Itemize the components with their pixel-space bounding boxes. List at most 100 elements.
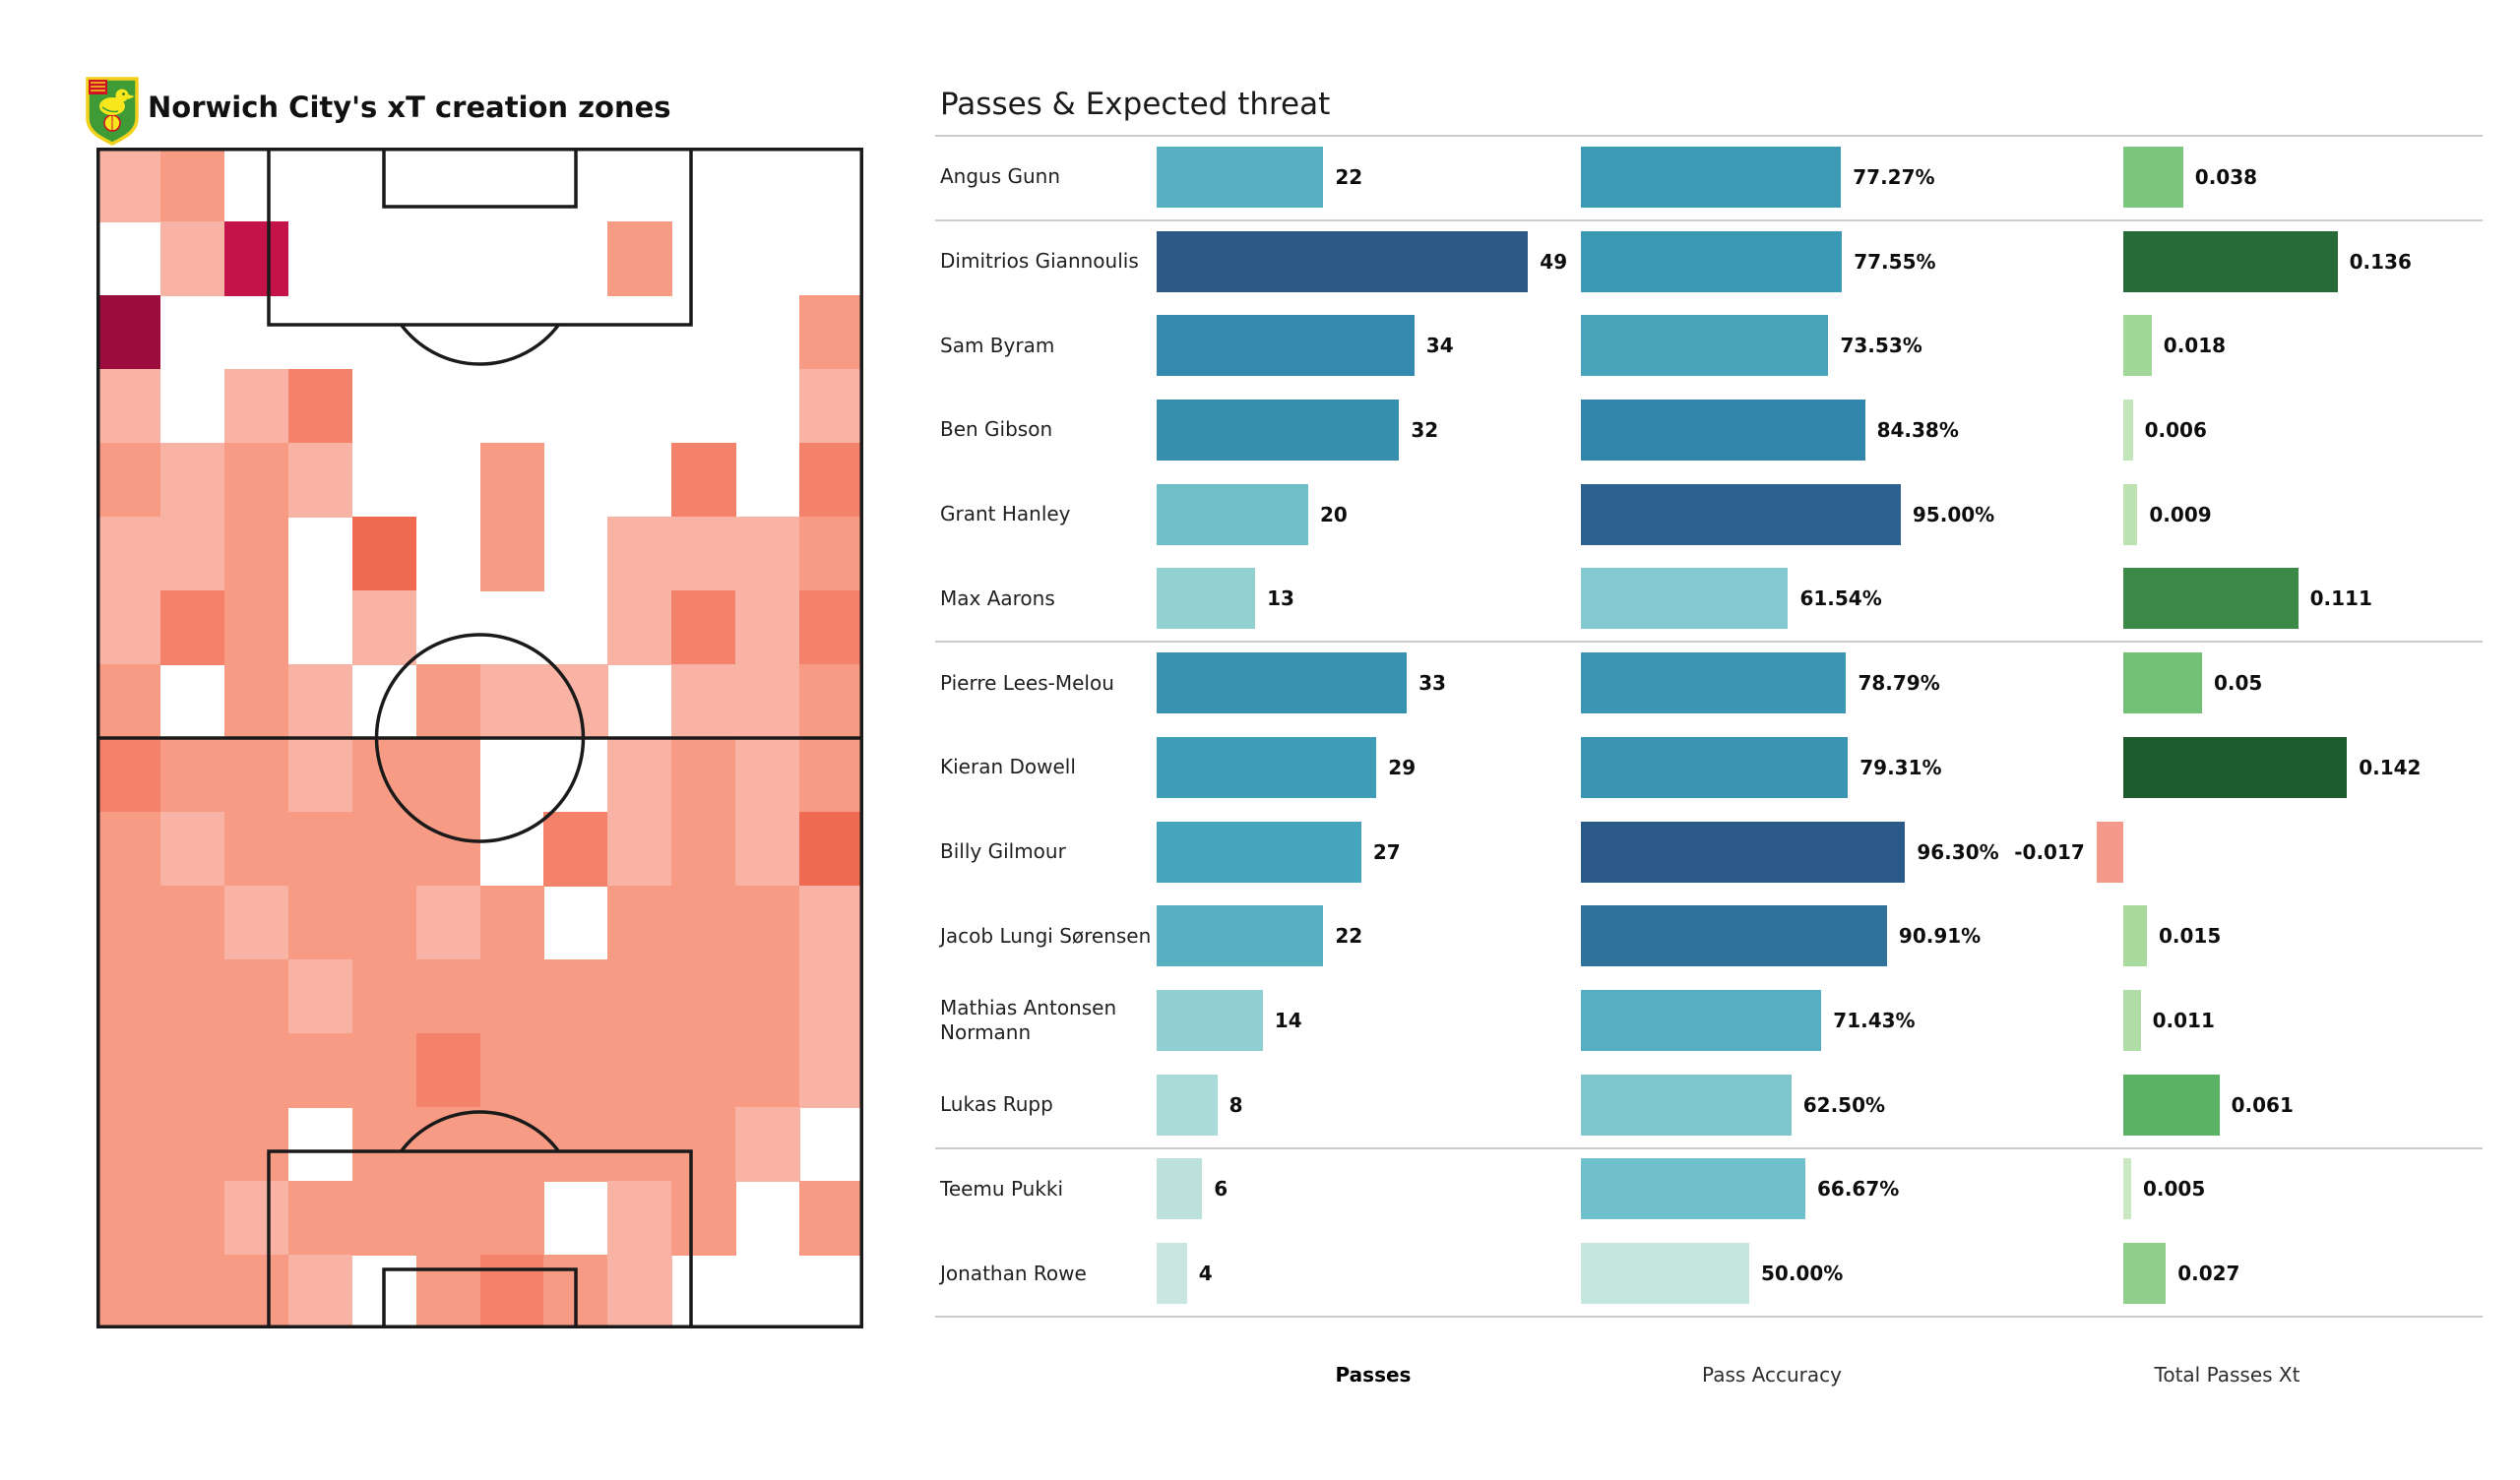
player-name-label: Jacob Lungi Sørensen <box>940 923 1152 948</box>
accuracy-bar <box>1581 399 1865 461</box>
accuracy-value-label: 62.50% <box>1802 1092 1886 1117</box>
passes-bar <box>1157 736 1377 798</box>
player-row: Jacob Lungi Sørensen 22 90.91% 0.015 <box>0 894 2520 978</box>
penalty-area-bottom <box>267 1149 693 1328</box>
heatmap-cell-r7-c10 <box>671 590 736 665</box>
player-name-label: Ben Gibson <box>940 417 1053 442</box>
accuracy-value-label: 84.38% <box>1876 417 1959 442</box>
heatmap-cell-r6-c5 <box>351 517 417 591</box>
passes-value-label: 49 <box>1540 249 1568 274</box>
heatmap-cell-r15-c4 <box>287 1181 353 1256</box>
heatmap-cell-r6-c11 <box>735 517 800 591</box>
accuracy-bar <box>1581 736 1849 798</box>
heatmap-cell-r10-c5 <box>351 812 417 887</box>
heatmap-cell-r10-c8 <box>543 812 608 887</box>
passes-bar <box>1157 652 1408 714</box>
xt-value-label: 0.142 <box>2359 755 2422 779</box>
heatmap-cell-r9-c9 <box>607 738 672 813</box>
accuracy-bar <box>1581 905 1887 967</box>
heatmap-cell-r15-c10 <box>671 1181 736 1256</box>
xt-value-label: 0.05 <box>2214 671 2263 696</box>
accuracy-value-label: 78.79% <box>1858 671 1940 696</box>
heatmap-cell-r16-c1 <box>96 1255 161 1328</box>
heatmap-cell-r9-c11 <box>735 738 800 813</box>
heatmap-cell-r9-c10 <box>671 738 736 813</box>
heatmap-cell-r13-c5 <box>351 1033 417 1108</box>
center-circle <box>374 633 586 843</box>
passes-bar <box>1157 1158 1203 1220</box>
heatmap-cell-r14-c11 <box>735 1107 800 1182</box>
accuracy-bar <box>1581 989 1822 1051</box>
passes-bar <box>1157 146 1324 208</box>
heatmap-cell-r11-c4 <box>287 886 353 960</box>
crest-canary-eye <box>122 92 125 95</box>
heatmap-cell-r14-c1 <box>96 1107 161 1182</box>
heatmap-cell-r6-c7 <box>479 517 544 591</box>
passes-value-label: 22 <box>1335 924 1363 949</box>
player-name-label: Teemu Pukki <box>940 1176 1064 1201</box>
heatmap-cell-r11-c10 <box>671 886 736 960</box>
passes-bar <box>1157 905 1324 967</box>
heatmap-cell-r13-c4 <box>287 1033 353 1108</box>
player-row: Grant Hanley 20 95.00% 0.009 <box>0 472 2520 557</box>
player-name-label: Kieran Dowell <box>940 755 1076 779</box>
footer-total-passes-xt-label: Total Passes Xt <box>2154 1363 2300 1387</box>
xt-value-label: 0.015 <box>2159 924 2222 949</box>
player-row: Ben Gibson 32 84.38% 0.006 <box>0 388 2520 472</box>
player-row: Max Aarons 13 61.54% 0.111 <box>0 557 2520 642</box>
xt-bar <box>2123 1158 2131 1220</box>
player-row: Mathias Antonsen Normann 14 71.43% 0.011 <box>0 978 2520 1063</box>
heatmap-cell-r10-c6 <box>415 812 480 887</box>
xt-bar <box>2123 1243 2167 1305</box>
heatmap-cell-r5-c7 <box>479 443 544 518</box>
heatmap-cell-r11-c11 <box>735 886 800 960</box>
passes-bar <box>1157 1243 1187 1305</box>
heatmap-cell-r7-c9 <box>607 590 672 665</box>
passes-bar <box>1157 315 1415 377</box>
heatmap-cell-r5-c1 <box>96 443 161 518</box>
footer-passes-label: Passes <box>1335 1363 1412 1387</box>
player-name-label: Sam Byram <box>940 333 1055 357</box>
heatmap-cell-r12-c4 <box>287 959 353 1034</box>
heatmap-cell-r6-c12 <box>799 517 863 591</box>
heatmap-cell-r8-c11 <box>735 664 800 739</box>
player-row: Sam Byram 34 73.53% 0.018 <box>0 303 2520 388</box>
heatmap-cell-r15-c12 <box>799 1181 863 1256</box>
passes-bar <box>1157 821 1361 883</box>
heatmap-cell-r12-c12 <box>799 959 863 1034</box>
penalty-arc-top <box>400 323 560 366</box>
accuracy-value-label: 71.43% <box>1833 1008 1916 1032</box>
xt-value-label: 0.061 <box>2231 1092 2294 1117</box>
accuracy-value-label: 66.67% <box>1817 1177 1900 1202</box>
right-panel-title: Passes & Expected threat <box>940 87 1331 122</box>
heatmap-cell-r16-c2 <box>159 1255 225 1328</box>
accuracy-value-label: 50.00% <box>1761 1262 1844 1286</box>
heatmap-cell-r4-c4 <box>287 369 353 444</box>
heatmap-cell-r5-c3 <box>223 443 289 518</box>
heatmap-cell-r13-c6 <box>415 1033 480 1108</box>
xt-bar <box>2123 146 2183 208</box>
group-separator-line <box>935 135 2483 137</box>
xt-pitch <box>96 148 863 1328</box>
passes-value-label: 33 <box>1418 671 1446 696</box>
heatmap-cell-r11-c5 <box>351 886 417 960</box>
player-name-label: Dimitrios Giannoulis <box>940 249 1139 274</box>
heatmap-cell-r13-c2 <box>159 1033 225 1108</box>
heatmap-cell-r14-c3 <box>223 1107 289 1182</box>
xt-bar <box>2123 905 2147 967</box>
heatmap-cell-r8-c6 <box>415 664 480 739</box>
heatmap-cell-r2-c2 <box>159 221 225 296</box>
heatmap-cell-r8-c3 <box>223 664 289 739</box>
heatmap-cell-r15-c1 <box>96 1181 161 1256</box>
heatmap-cell-r6-c3 <box>223 517 289 591</box>
accuracy-value-label: 77.55% <box>1854 249 1936 274</box>
heatmap-cell-r15-c7 <box>479 1181 544 1256</box>
heatmap-cell-r16-c6 <box>415 1255 480 1328</box>
six-yard-box-bottom <box>382 1267 578 1328</box>
accuracy-bar <box>1581 230 1843 292</box>
heatmap-cell-r7-c2 <box>159 590 225 665</box>
heatmap-cell-r8-c12 <box>799 664 863 739</box>
heatmap-cell-r10-c11 <box>735 812 800 887</box>
heatmap-cell-r6-c2 <box>159 517 225 591</box>
heatmap-cell-r15-c6 <box>415 1181 480 1256</box>
